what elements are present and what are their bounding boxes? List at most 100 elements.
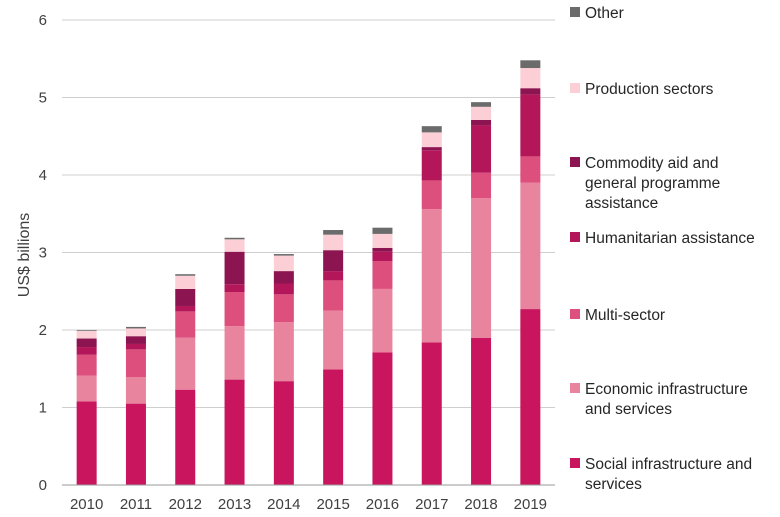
bar-segment [471,119,492,126]
bar-segment [125,403,146,485]
bar-segment [471,172,492,199]
bar-segment [125,377,146,404]
x-tick-labels: 2010 2011 2012 2013 2014 2015 2016 2017 2018 2019 [70,496,547,513]
bar-segment [372,247,393,252]
y-tick-label: 6 [39,12,47,29]
legend-item: Other [570,5,624,22]
bar-segment [125,349,146,378]
legend-item: Multi-sector [570,307,665,324]
x-tick-label: 2018 [464,496,497,513]
legend-label: general programme [585,175,720,192]
bar-segment [76,330,97,339]
bar-segment [175,311,196,338]
bar-segment [520,182,541,310]
legend-label: Commodity aid and [585,155,719,172]
y-tick-labels: 0 1 2 3 4 5 6 [39,12,47,494]
bar-column-2011 [125,326,146,485]
bar-segment [76,401,97,485]
bar-segment [76,347,97,355]
x-tick-label: 2012 [169,496,202,513]
bar-column-2018 [471,102,492,485]
legend-label: Humanitarian assistance [585,230,755,247]
x-tick-label: 2019 [514,496,547,513]
legend-item: Economic infrastructure and services [570,381,748,418]
bar-column-2016 [372,227,393,485]
legend-swatch [570,309,580,319]
bar-segment [520,60,541,69]
bar-segment [323,369,344,485]
bar-segment [224,326,245,380]
bar-segment [471,102,492,107]
bar-segment [323,280,344,311]
y-tick-label: 3 [39,245,47,262]
bar-segment [76,375,97,402]
bar-segment [520,88,541,95]
bar-segment [76,354,97,376]
legend-swatch [570,232,580,242]
bar-segment [323,230,344,235]
bar-segment [471,125,492,173]
bar-segment [273,283,294,295]
bar-segment [125,326,146,329]
bar-segment [421,126,442,133]
y-tick-label: 2 [39,322,47,339]
bar-segment [372,233,393,248]
bar-column-2010 [76,330,97,485]
bar-column-2012 [175,274,196,485]
bar-segment [372,288,393,353]
legend-swatch [570,383,580,393]
bar-segment [471,198,492,338]
bar-segment [421,180,442,210]
bar-segment [273,271,294,284]
legend-item: Social infrastructure and services [570,456,752,493]
bar-segment [273,294,294,323]
bar-column-2019 [520,60,541,485]
bar-segment [372,227,393,234]
bar-segment [76,338,97,348]
bar-segment [125,343,146,350]
bar-segment [471,337,492,485]
bar-column-2015 [323,230,344,485]
bar-segment [273,322,294,382]
bar-segment [175,288,196,306]
y-tick-label: 1 [39,400,47,417]
bar-segment [520,68,541,89]
bar-segment [175,275,196,289]
bar-segment [421,132,442,148]
legend-swatch [570,83,580,93]
x-tick-label: 2014 [267,496,300,513]
bar-segment [323,250,344,272]
legend-label: and services [585,401,672,418]
legend-label: assistance [585,195,658,212]
bar-segment [273,254,294,256]
bar-segment [323,310,344,370]
bar-segment [175,389,196,485]
y-tick-label: 0 [39,477,47,494]
bar-segment [520,309,541,485]
bar-column-2014 [273,254,294,485]
legend-label: services [585,476,642,493]
bar-segment [224,284,245,293]
bar-segment [421,209,442,343]
bar-segment [323,234,344,251]
legend-label: Other [585,5,624,22]
bar-segment [76,330,97,331]
bar-segment [273,381,294,485]
bar-segment [273,255,294,272]
bar-segment [372,261,393,289]
legend-item: Production sectors [570,81,714,98]
bar-segment [323,271,344,281]
bar-segment [372,251,393,262]
y-tick-label: 4 [39,167,47,184]
bar-segment [421,342,442,485]
legend-swatch [570,157,580,167]
x-tick-label: 2011 [120,496,152,513]
legend-swatch [570,458,580,468]
bar-segment [520,94,541,157]
bar-segment [224,239,245,252]
bars [76,60,541,485]
legend-swatch [570,7,580,17]
legend-item: Commodity aid and general programme assist… [570,155,720,212]
bar-segment [520,156,541,183]
